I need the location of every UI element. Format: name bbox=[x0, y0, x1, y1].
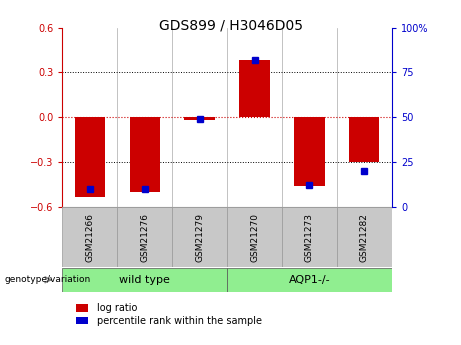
Bar bbox=[172, 207, 227, 267]
Bar bbox=[239, 60, 270, 117]
Bar bbox=[337, 207, 392, 267]
Bar bbox=[184, 117, 215, 120]
Text: GSM21276: GSM21276 bbox=[140, 213, 149, 262]
Text: genotype/variation: genotype/variation bbox=[5, 275, 91, 284]
Text: GSM21282: GSM21282 bbox=[360, 213, 369, 262]
Text: GSM21279: GSM21279 bbox=[195, 213, 204, 262]
Text: GSM21270: GSM21270 bbox=[250, 213, 259, 262]
Text: wild type: wild type bbox=[119, 275, 170, 285]
Bar bbox=[227, 207, 282, 267]
Text: GSM21273: GSM21273 bbox=[305, 213, 314, 262]
Bar bbox=[62, 268, 227, 292]
Text: percentile rank within the sample: percentile rank within the sample bbox=[97, 316, 262, 325]
Bar bbox=[62, 207, 117, 267]
Text: AQP1-/-: AQP1-/- bbox=[289, 275, 330, 285]
Bar bbox=[227, 268, 392, 292]
Text: GDS899 / H3046D05: GDS899 / H3046D05 bbox=[159, 19, 302, 33]
Bar bbox=[130, 117, 160, 192]
Bar bbox=[75, 117, 105, 197]
Bar bbox=[282, 207, 337, 267]
Bar bbox=[294, 117, 325, 186]
Bar bbox=[349, 117, 379, 162]
Text: log ratio: log ratio bbox=[97, 303, 137, 313]
Bar bbox=[117, 207, 172, 267]
Text: GSM21266: GSM21266 bbox=[85, 213, 94, 262]
